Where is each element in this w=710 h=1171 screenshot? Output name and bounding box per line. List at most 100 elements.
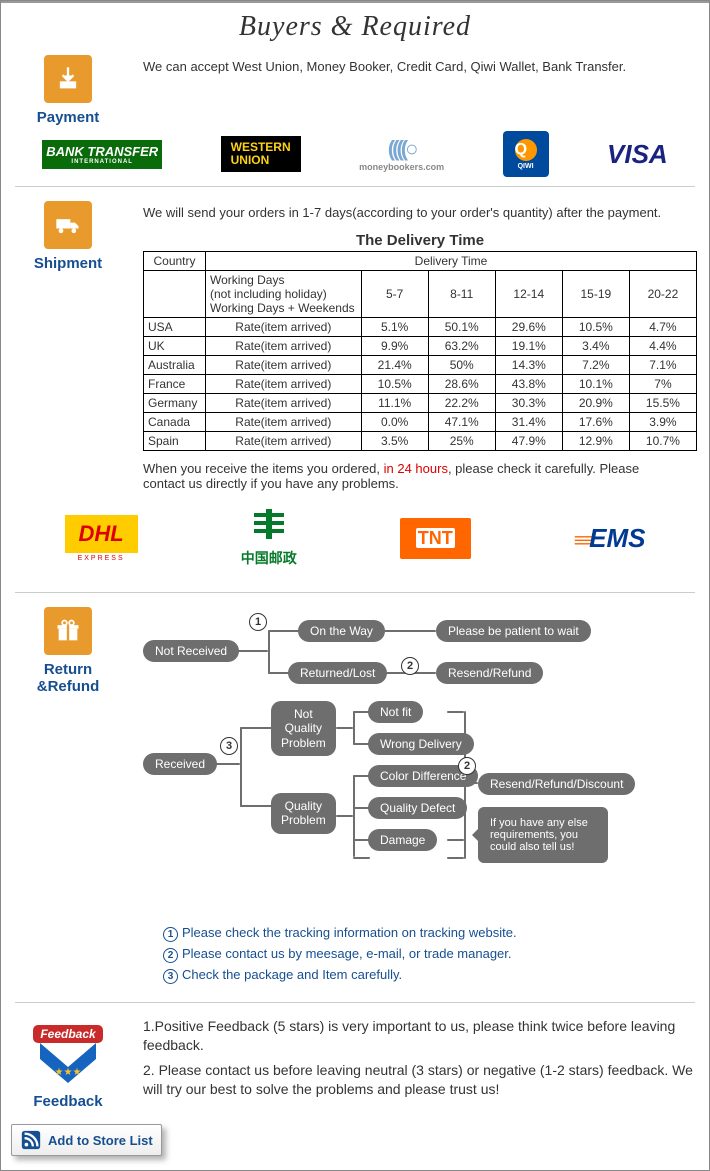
cell-country: France [144,375,206,394]
node-wrong-delivery: Wrong Delivery [368,733,474,755]
cell-country: USA [144,318,206,337]
cell-rate: 12.9% [562,432,629,451]
cell-rate: 47.1% [428,413,495,432]
cell-rate-label: Rate(item arrived) [206,432,362,451]
cell-rate: 10.5% [562,318,629,337]
feedback-section: Feedback Thank you ★★★ Feedback 1.Positi… [1,1009,709,1118]
cell-rate: 20.9% [562,394,629,413]
payment-text: We can accept West Union, Money Booker, … [143,59,697,74]
cell-rate: 3.9% [629,413,696,432]
cell-rate: 7.2% [562,356,629,375]
cell-country: Germany [144,394,206,413]
ems-logo: ≡≡EMS [574,523,646,554]
add-to-store-label: Add to Store List [48,1133,153,1148]
time-range: 5-7 [361,271,428,318]
page-title: Buyers & Required [1,1,709,47]
download-icon [44,55,92,103]
cell-rate: 43.8% [495,375,562,394]
node-patient: Please be patient to wait [436,620,591,642]
feedback-label: Feedback [13,1093,123,1110]
cell-rate-label: Rate(item arrived) [206,394,362,413]
rss-icon [20,1129,42,1151]
cell-rate: 7.1% [629,356,696,375]
truck-icon [44,201,92,249]
circle-1: 1 [249,613,267,631]
table-title: The Delivery Time [143,232,697,249]
cell-country: UK [144,337,206,356]
table-row: AustraliaRate(item arrived)21.4%50%14.3%… [144,356,697,375]
cell-rate: 17.6% [562,413,629,432]
divider [15,1002,695,1003]
cell-rate: 63.2% [428,337,495,356]
cell-country: Spain [144,432,206,451]
divider [15,592,695,593]
cell-rate: 14.3% [495,356,562,375]
time-range: 15-19 [562,271,629,318]
feedback-line2: 2. Please contact us before leaving neut… [143,1061,697,1099]
cell-rate: 5.1% [361,318,428,337]
cell-rate: 50.1% [428,318,495,337]
shipment-section: Shipment We will send your orders in 1-7… [1,193,709,586]
table-row: FranceRate(item arrived)10.5%28.6%43.8%1… [144,375,697,394]
cell-rate-label: Rate(item arrived) [206,375,362,394]
feedback-badge-icon: Feedback Thank you ★★★ [28,1017,108,1087]
cell-rate: 10.1% [562,375,629,394]
svg-text:Feedback: Feedback [40,1027,97,1041]
cell-country: Canada [144,413,206,432]
cell-rate: 28.6% [428,375,495,394]
cell-rate: 11.1% [361,394,428,413]
node-on-the-way: On the Way [298,620,385,642]
shipment-note: When you receive the items you ordered, … [143,461,677,491]
node-rrd: Resend/Refund/Discount [478,773,635,795]
cell-rate: 31.4% [495,413,562,432]
cell-rate: 30.3% [495,394,562,413]
node-received: Received [143,753,217,775]
table-row: SpainRate(item arrived)3.5%25%47.9%12.9%… [144,432,697,451]
node-not-fit: Not fit [368,701,423,723]
delivery-table: Country Delivery Time Working Days (not … [143,251,697,451]
visa-logo: VISA [607,136,668,172]
shipment-label: Shipment [13,255,123,272]
cell-rate: 21.4% [361,356,428,375]
cell-rate: 29.6% [495,318,562,337]
cell-rate-label: Rate(item arrived) [206,337,362,356]
col-country: Country [144,252,206,271]
cell-rate-label: Rate(item arrived) [206,413,362,432]
payment-label: Payment [13,109,123,126]
feedback-line1: 1.Positive Feedback (5 stars) is very im… [143,1017,697,1055]
cell-rate: 19.1% [495,337,562,356]
cell-rate: 9.9% [361,337,428,356]
shipment-intro: We will send your orders in 1-7 days(acc… [143,205,697,220]
cell-country: Australia [144,356,206,375]
gift-icon [44,607,92,655]
col-delivery: Delivery Time [206,252,697,271]
tnt-logo: TNT [400,518,471,559]
add-to-store-button[interactable]: Add to Store List [11,1124,162,1156]
cell-rate: 7% [629,375,696,394]
circle-2a: 2 [401,657,419,675]
cell-rate-label: Rate(item arrived) [206,318,362,337]
cell-rate: 4.7% [629,318,696,337]
circle-3: 3 [220,737,238,755]
cell-rate-label: Rate(item arrived) [206,356,362,375]
table-row: CanadaRate(item arrived)0.0%47.1%31.4%17… [144,413,697,432]
western-union-logo: WESTERN UNION [221,136,301,172]
cell-rate: 3.5% [361,432,428,451]
node-damage: Damage [368,829,437,851]
circle-2b: 2 [458,757,476,775]
table-row: UKRate(item arrived)9.9%63.2%19.1%3.4%4.… [144,337,697,356]
time-range: 12-14 [495,271,562,318]
return-refund-section: Return &Refund [1,599,709,996]
header-note: Working Days (not including holiday) Wor… [206,271,362,318]
cell-rate: 47.9% [495,432,562,451]
return-refund-label: Return &Refund [13,661,123,695]
node-not-quality: Not Quality Problem [271,701,336,756]
payment-section: Payment We can accept West Union, Money … [1,47,709,180]
cell-rate: 10.5% [361,375,428,394]
flowchart: Not Received 1 On the Way Please be pati… [143,615,697,915]
table-row: USARate(item arrived)5.1%50.1%29.6%10.5%… [144,318,697,337]
bank-transfer-logo: BANK TRANSFERINTERNATIONAL [42,136,162,172]
node-not-received: Not Received [143,640,239,662]
cell-rate: 4.4% [629,337,696,356]
node-returned-lost: Returned/Lost [288,662,387,684]
